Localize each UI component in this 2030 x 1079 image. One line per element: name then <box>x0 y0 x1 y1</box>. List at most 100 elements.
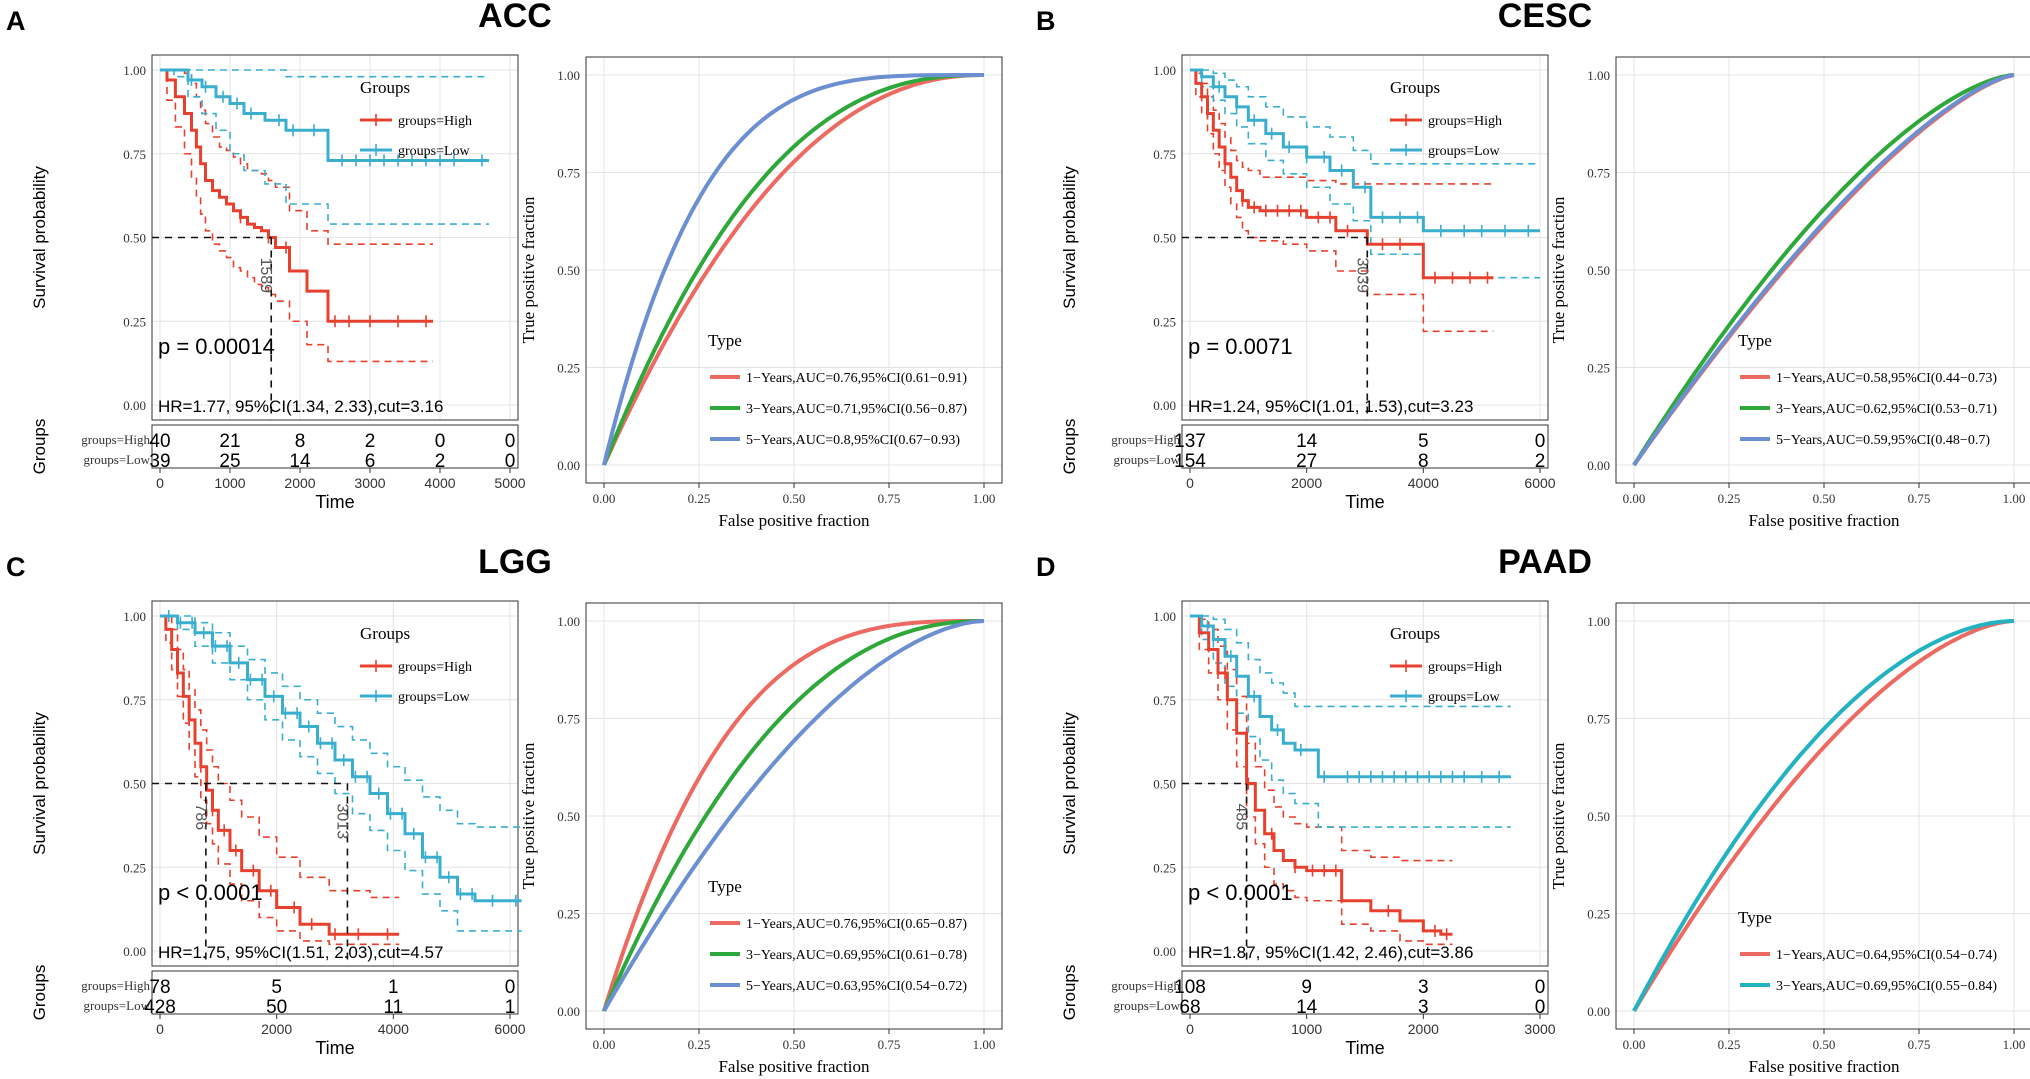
x-tick-label: 2000 <box>261 1021 292 1037</box>
roc-panel-lgg: 0.00 0.00 0.25 0.25 0.50 0.50 0.75 0.75 1.00 1.00… <box>519 602 1003 1076</box>
ci-upper-low <box>1190 69 1540 165</box>
risk-value: 6 <box>365 451 376 472</box>
x-tick-label: 5000 <box>494 475 525 491</box>
hr-text: HR=1.24, 95%CI(1.01, 1.53),cut=3.23 <box>1188 397 1473 416</box>
risk-value: 27 <box>1296 451 1317 472</box>
legend-label: 1−Years,AUC=0.76,95%CI(0.61−0.91) <box>746 371 967 386</box>
panel-letter: D <box>1036 552 1056 582</box>
x-tick-label: 0 <box>156 1021 164 1037</box>
legend-label: groups=High <box>1428 114 1502 129</box>
risk-row-label: groups=Low <box>1113 998 1180 1013</box>
y-tick-label: 0.25 <box>1153 314 1176 329</box>
risk-value: 8 <box>295 431 306 452</box>
roc-frame <box>585 56 1003 484</box>
risk-value: 40 <box>149 431 170 452</box>
ci-lower-low <box>1190 615 1511 828</box>
km-curve-low <box>1190 68 1540 233</box>
roc-curve-1 <box>1632 619 2015 1013</box>
x-tick-label: 2000 <box>284 475 315 491</box>
ci-upper-high <box>160 615 400 899</box>
legend-label: 3−Years,AUC=0.69,95%CI(0.61−0.78) <box>746 948 967 963</box>
y-tick-label: 1.00 <box>1153 609 1176 624</box>
legend-title: Groups <box>1390 78 1440 97</box>
risk-table-frame <box>1181 970 1549 1015</box>
ci-upper-low <box>160 615 522 828</box>
risk-value: 137 <box>1174 431 1206 452</box>
y-axis-label: True positive fraction <box>1549 742 1568 889</box>
risk-value: 0 <box>505 431 516 452</box>
risk-value: 2 <box>435 451 446 472</box>
x-axis-label: False positive fraction <box>718 511 870 530</box>
survival-panel-paad: D PAAD 0.00 0.25 0.50 0.75 1.00 Survival probab… <box>1036 543 1592 1058</box>
risk-row-label: groups=High <box>1111 432 1180 447</box>
y-tick-label: 0.00 <box>557 458 580 473</box>
legend-label: groups=Low <box>398 690 471 705</box>
risk-value: 2 <box>365 431 376 452</box>
x-axis-label: Time <box>315 492 354 512</box>
x-tick-label: 0.00 <box>593 1037 616 1052</box>
y-tick-label: 0.75 <box>557 166 580 181</box>
ci-upper-low <box>1190 615 1511 708</box>
x-axis-label: Time <box>1345 492 1384 512</box>
risk-y-label: Groups <box>1060 965 1079 1021</box>
y-tick-label: 0.50 <box>557 809 580 824</box>
x-tick-label: 3000 <box>354 475 385 491</box>
risk-value: 0 <box>1535 977 1546 998</box>
risk-value: 78 <box>149 977 170 998</box>
roc-frame <box>585 602 1003 1030</box>
y-tick-label: 0.00 <box>123 398 146 413</box>
legend-label: 5−Years,AUC=0.8,95%CI(0.67−0.93) <box>746 433 960 448</box>
legend-label: groups=High <box>1428 660 1502 675</box>
x-tick-label: 2000 <box>1291 475 1322 491</box>
roc-curve-3 <box>602 73 984 466</box>
y-tick-label: 0.00 <box>557 1004 580 1019</box>
hr-text: HR=1.77, 95%CI(1.34, 2.33),cut=3.16 <box>158 397 443 416</box>
risk-value: 2 <box>1535 451 1546 472</box>
x-axis-label: False positive fraction <box>718 1057 870 1076</box>
risk-value: 154 <box>1174 451 1206 472</box>
median-label: 3013 <box>333 804 350 840</box>
x-axis-label: Time <box>315 1038 354 1058</box>
y-tick-label: 0.00 <box>123 944 146 959</box>
risk-value: 0 <box>1535 431 1546 452</box>
y-tick-label: 1.00 <box>123 609 146 624</box>
km-curve-low <box>160 68 489 162</box>
x-axis-label: Time <box>1345 1038 1384 1058</box>
risk-table-frame <box>151 970 519 1015</box>
panel-title: PAAD <box>1498 543 1592 581</box>
legend-label: groups=High <box>398 114 472 129</box>
risk-y-label: Groups <box>30 419 49 475</box>
y-tick-label: 0.50 <box>1153 231 1176 246</box>
x-tick-label: 0.50 <box>1813 1037 1836 1052</box>
ci-lower-high <box>1190 615 1453 946</box>
y-tick-label: 0.25 <box>557 907 580 922</box>
roc-panel-paad: 0.00 0.00 0.25 0.25 0.50 0.50 0.75 0.75 1.00 1.00… <box>1549 602 2030 1076</box>
y-tick-label: 0.00 <box>1587 1004 1610 1019</box>
y-axis-label: Survival probability <box>30 712 49 855</box>
y-tick-label: 1.00 <box>557 68 580 83</box>
ci-lower-low <box>160 615 522 932</box>
y-axis-label: True positive fraction <box>519 196 538 343</box>
x-axis-label: False positive fraction <box>1748 1057 1900 1076</box>
risk-table-frame <box>1181 424 1549 469</box>
risk-row-label: groups=Low <box>83 998 150 1013</box>
y-tick-label: 0.00 <box>1153 944 1176 959</box>
y-tick-label: 1.00 <box>1587 68 1610 83</box>
hr-text: HR=1.87, 95%CI(1.42, 2.46),cut=3.86 <box>1188 943 1473 962</box>
risk-value: 14 <box>1296 997 1318 1018</box>
x-tick-label: 0.25 <box>688 491 711 506</box>
y-tick-label: 0.75 <box>1153 693 1176 708</box>
x-tick-label: 0.25 <box>1718 1037 1741 1052</box>
risk-value: 9 <box>1301 977 1312 998</box>
risk-value: 1 <box>388 977 399 998</box>
median-label: 786 <box>192 804 209 831</box>
legend-title: Type <box>708 877 742 896</box>
panel-letter: B <box>1036 6 1056 36</box>
survival-panel-cesc: B CESC 0.00 0.25 0.50 0.75 1.00 Survival probab… <box>1036 0 1592 512</box>
y-tick-label: 0.50 <box>123 231 146 246</box>
x-tick-label: 0 <box>1186 475 1194 491</box>
legend-label: 3−Years,AUC=0.69,95%CI(0.55−0.84) <box>1776 979 1997 994</box>
ci-lower-high <box>160 615 400 946</box>
risk-value: 8 <box>1418 451 1429 472</box>
median-label: 3039 <box>1353 258 1370 294</box>
